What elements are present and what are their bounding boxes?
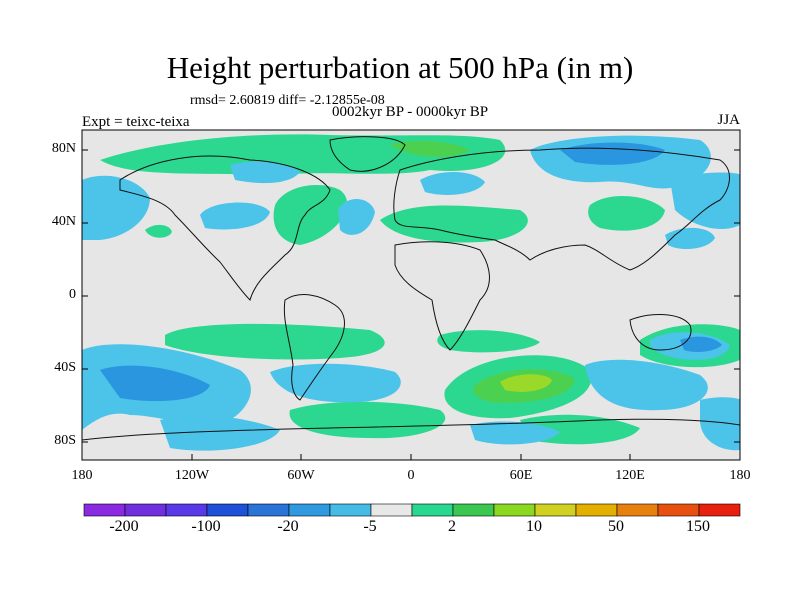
colorbar-swatch xyxy=(411,503,454,517)
australia-coast xyxy=(629,314,692,351)
dateline-blue-south xyxy=(700,397,740,451)
lat-label-40s: 40S xyxy=(54,360,76,375)
colorbar-swatch xyxy=(452,503,495,517)
scandinavia-blue xyxy=(420,171,485,195)
antarctic-east-blue xyxy=(470,421,560,445)
colorbar-swatch xyxy=(83,503,126,517)
lon-label-180w: 180 xyxy=(71,468,93,483)
small-green-pacific xyxy=(145,224,172,238)
colorbar-label: -100 xyxy=(191,518,221,535)
colorbar-swatch xyxy=(329,503,372,517)
east-asia-green xyxy=(588,195,665,231)
eurasia-green xyxy=(380,205,528,243)
lon-label-0: 0 xyxy=(407,468,415,483)
colorbar xyxy=(83,503,741,517)
colorbar-swatch xyxy=(124,503,167,517)
map-title: Height perturbation at 500 hPa (in m) xyxy=(166,50,634,85)
rmsd-diff-line: rmsd= 2.60819 diff= -2.12855e-08 xyxy=(190,93,385,108)
lat-label-80s: 80S xyxy=(54,433,76,448)
experiment-label: Expt = teixc-teixa xyxy=(82,114,190,130)
antarctica-coast xyxy=(82,418,740,441)
lon-label-120e: 120E xyxy=(615,468,645,483)
south-pacific-blue-core xyxy=(100,365,210,402)
colorbar-label: 10 xyxy=(526,518,542,535)
tasman-blue-core xyxy=(680,336,722,353)
lon-label-60e: 60E xyxy=(509,468,533,483)
colorbar-swatch xyxy=(370,503,413,517)
antarctic-green xyxy=(289,401,446,439)
colorbar-swatch xyxy=(534,503,577,517)
colorbar-swatch xyxy=(698,503,741,517)
south-america-coast xyxy=(283,294,345,401)
lon-label-60w: 60W xyxy=(287,468,315,483)
colorbar-swatch xyxy=(165,503,208,517)
north-atlantic-green xyxy=(273,185,348,245)
colorbar-swatch xyxy=(247,503,290,517)
greenland-coast xyxy=(329,136,406,172)
season-label: JJA xyxy=(717,112,740,128)
south-atlantic-green xyxy=(437,330,540,353)
colorbar-label: -20 xyxy=(277,518,299,535)
lon-label-180e: 180 xyxy=(729,468,751,483)
colorbar-label: -200 xyxy=(109,518,139,535)
colorbar-swatch xyxy=(493,503,536,517)
africa-coast xyxy=(394,241,490,351)
strong-negative-regions xyxy=(100,142,722,402)
north-america-coast xyxy=(119,155,331,301)
colorbar-label: -5 xyxy=(363,518,377,535)
lon-label-120w: 120W xyxy=(174,468,210,483)
alaska-blue xyxy=(82,175,150,240)
eurasia-coast xyxy=(393,147,730,271)
south-indian-blue xyxy=(585,359,708,411)
lat-label-40n: 40N xyxy=(51,214,76,229)
colorbar-swatch xyxy=(657,503,700,517)
colorbar-label: 150 xyxy=(686,518,710,535)
coastlines xyxy=(82,136,740,441)
graticule-ticks xyxy=(82,149,740,460)
colorbar-swatch xyxy=(288,503,331,517)
lat-label-80n: 80N xyxy=(51,141,76,156)
north-pacific-blue xyxy=(200,202,270,230)
colorbar-label: 50 xyxy=(608,518,624,535)
colorbar-label: 2 xyxy=(448,518,456,535)
indian-ocean-peak xyxy=(500,374,552,392)
peak-positive-region xyxy=(500,374,552,392)
south-pacific-green xyxy=(165,323,385,360)
lat-label-0: 0 xyxy=(69,287,76,302)
north-america-blue xyxy=(230,161,300,184)
period-subtitle: 0002kyr BP - 0000kyr BP xyxy=(331,104,489,120)
map-area xyxy=(82,130,740,460)
colorbar-swatch xyxy=(616,503,659,517)
atlantic-blue xyxy=(338,198,375,235)
arctic-green-core xyxy=(390,140,470,157)
antarctic-blue xyxy=(160,415,280,451)
north-east-pacific-blue xyxy=(670,172,740,230)
map-frame xyxy=(81,129,741,461)
colorbar-swatch xyxy=(575,503,618,517)
southern-ocean-blue xyxy=(270,363,401,403)
colorbar-swatch xyxy=(206,503,249,517)
